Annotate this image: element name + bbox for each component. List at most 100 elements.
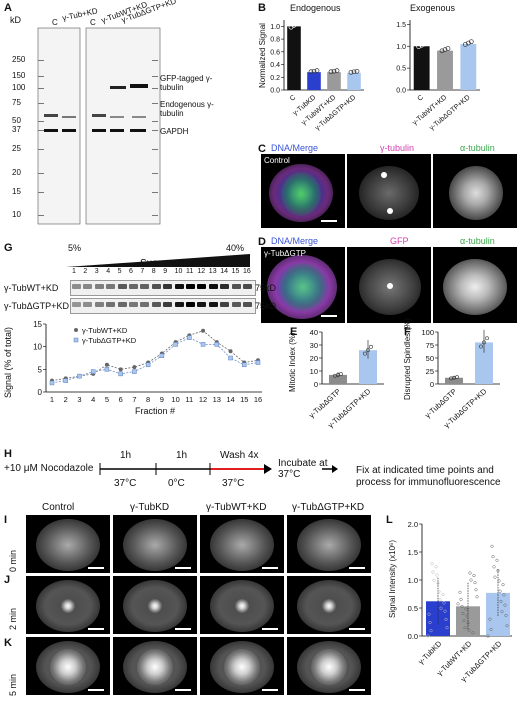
data-point <box>437 590 441 594</box>
data-point <box>132 369 137 374</box>
data-point <box>442 601 446 605</box>
data-point <box>104 362 109 367</box>
timeline-arrow <box>99 463 338 475</box>
blot-band <box>151 284 161 289</box>
y-tick-label: 30 <box>310 341 318 350</box>
data-point <box>438 598 442 602</box>
data-point <box>354 68 360 74</box>
data-point <box>441 593 445 597</box>
endogenous-title: Endogenous <box>290 3 341 13</box>
data-point <box>159 353 165 358</box>
bar <box>359 350 377 384</box>
panel-l-chart: 0.00.51.01.52.0γ-TubKDγ-TubWT+KDγ-TubΔGT… <box>408 520 512 684</box>
control-label: Control <box>264 156 290 165</box>
fraction-label: 4 <box>106 268 111 275</box>
y-tick-label: 20 <box>310 354 318 363</box>
kd-label: kD <box>10 15 21 25</box>
marker-band <box>152 173 158 174</box>
bar <box>460 44 477 90</box>
sucrose-high: 40% <box>226 243 245 253</box>
panel-d-label-merge: DNA/Merge <box>271 236 319 246</box>
data-point <box>436 581 440 585</box>
x-axis-label: Fraction # <box>135 406 175 416</box>
panel-d-label-atub: α-tubulin <box>460 236 495 246</box>
x-tick-label: C <box>289 94 297 103</box>
micrograph-r2-c4 <box>287 576 371 634</box>
blot-row-dgtp: γ-TubΔGTP+KD <box>4 301 69 311</box>
data-point <box>427 612 431 616</box>
marker-label: 25 <box>12 144 21 153</box>
data-point <box>482 340 486 345</box>
blot-band <box>186 284 195 289</box>
y-tick-label: 1.0 <box>270 24 280 31</box>
micrograph-r3-c2 <box>113 637 197 695</box>
x-tick-label: 2 <box>64 395 68 404</box>
y-tick-label: 100 <box>421 328 434 337</box>
y-tick-label: 5 <box>38 365 43 374</box>
marker-band <box>38 88 44 89</box>
legend-label: γ-TubΔGTP+KD <box>82 336 137 345</box>
data-point <box>331 68 337 74</box>
micrograph-r2-c1 <box>26 576 110 634</box>
micrograph-r3-c4 <box>287 637 371 695</box>
y-tick-label: 0.5 <box>408 604 418 613</box>
panel-c-atub-image <box>433 154 517 228</box>
data-point <box>419 42 425 48</box>
data-point <box>445 626 449 630</box>
row-2min: 2 min <box>8 607 18 630</box>
marker-band <box>38 60 44 61</box>
western-blot-a <box>37 27 161 225</box>
fraction-label: 14 <box>220 268 228 275</box>
data-point <box>488 617 492 621</box>
data-point <box>464 607 468 611</box>
blot-band <box>208 302 218 307</box>
blot-band <box>197 302 207 307</box>
y-tick-label: 10 <box>33 343 42 352</box>
step1-temp: 37°C <box>114 478 137 489</box>
data-point <box>474 588 478 592</box>
marker-label: 10 <box>12 210 21 219</box>
panel-label-c: C <box>258 143 266 155</box>
blot-band <box>106 302 116 307</box>
bar <box>329 374 347 384</box>
data-point <box>468 39 474 45</box>
data-point <box>201 328 206 333</box>
x-tick-label: γ-TubΔGTP+KD <box>428 94 471 132</box>
panel-g-ylabel: Signal (% of total) <box>3 326 13 398</box>
col-kd: γ-TubKD <box>130 502 170 513</box>
lane-label-c1: C <box>52 18 58 27</box>
data-point <box>444 617 448 622</box>
fraction-label: 8 <box>151 268 156 275</box>
data-point <box>498 589 502 593</box>
data-point <box>455 375 459 380</box>
data-point <box>314 68 320 73</box>
y-tick-label: 25 <box>426 367 434 376</box>
band-label-gapdh: GAPDH <box>160 127 189 136</box>
series-line <box>51 330 259 382</box>
y-tick-label: 0.6 <box>270 49 280 56</box>
panel-label-k: K <box>4 637 12 649</box>
blot-band <box>83 302 93 307</box>
panel-label-f: F <box>404 326 411 338</box>
data-point <box>466 621 470 625</box>
marker-band <box>152 76 158 77</box>
micrograph-r2-c3 <box>200 576 284 634</box>
data-point <box>351 69 357 75</box>
bar <box>287 26 301 90</box>
data-point <box>132 365 137 370</box>
exogenous-title: Exogenous <box>410 3 456 13</box>
blot-band <box>72 284 81 289</box>
data-point <box>462 42 468 47</box>
data-point <box>348 69 354 75</box>
bar <box>307 72 321 90</box>
marker-band <box>38 192 44 193</box>
data-point <box>463 626 467 630</box>
fraction-label: 7 <box>140 268 145 275</box>
x-tick-label: γ-TubKD <box>416 639 444 667</box>
panel-label-d: D <box>258 236 266 248</box>
y-tick-label: 0 <box>314 380 318 389</box>
bar <box>413 46 430 90</box>
blot-band <box>117 284 127 289</box>
